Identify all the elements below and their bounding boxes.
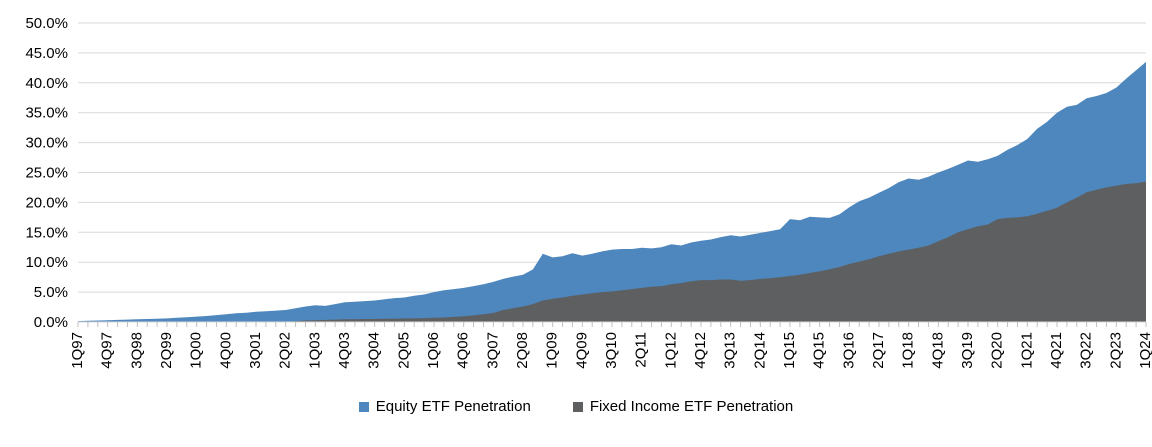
x-axis-tick-label: 3Q01 [247,332,264,369]
x-axis-tick-label: 2Q23 [1107,332,1124,369]
x-axis-tick-label: 2Q14 [751,332,768,369]
x-axis-tick-label: 3Q98 [128,332,145,369]
x-axis-tick-label: 3Q10 [603,332,620,369]
y-axis-tick-label: 20.0% [25,194,68,211]
x-axis-tick-label: 3Q07 [484,332,501,369]
y-axis-tick-label: 0.0% [34,314,68,331]
x-axis-tick-label: 4Q09 [573,332,590,369]
x-axis-tick-label: 2Q05 [395,332,412,369]
x-axis-tick-label: 3Q19 [959,332,976,369]
x-axis-tick-label: 1Q00 [188,332,205,369]
x-axis-tick-label: 4Q18 [929,332,946,369]
fixed-income-area-series [78,181,1146,322]
x-axis-tick-label: 3Q22 [1078,332,1095,369]
x-axis-tick-label: 4Q12 [692,332,709,369]
x-axis-tick-label: 3Q13 [722,332,739,369]
y-axis-tick-label: 10.0% [25,254,68,271]
x-axis-tick-label: 3Q16 [840,332,857,369]
x-axis-tick-label: 2Q02 [277,332,294,369]
fixed-income-series-swatch-icon [572,401,583,412]
legend-item-fixed-income: Fixed Income ETF Penetration [572,398,794,415]
x-axis-tick-label: 2Q20 [989,332,1006,369]
y-axis-tick-label: 30.0% [25,135,68,152]
x-axis-tick-label: 4Q15 [811,332,828,369]
legend-item-equity: Equity ETF Penetration [358,398,531,415]
x-axis-tick-label: 1Q24 [1137,332,1152,369]
x-axis-tick-label: 1Q18 [900,332,917,369]
y-axis-tick-label: 25.0% [25,165,68,182]
x-axis-tick-label: 2Q99 [158,332,175,369]
x-axis-tick-label: 3Q04 [366,332,383,369]
x-axis-tick-label: 2Q08 [514,332,531,369]
x-axis-tick-label: 4Q03 [336,332,353,369]
equity-series-swatch-icon [358,401,369,412]
legend-label-equity: Equity ETF Penetration [375,398,531,415]
x-axis-tick-label: 4Q00 [217,332,234,369]
area-chart-canvas: 0.0% 5.0% 10.0% 15.0% 20.0% 25.0% 30.0% 35.0% 40… [25,15,1152,369]
x-axis-tick-label: 1Q09 [544,332,561,369]
x-axis-tick-label: 2Q17 [870,332,887,369]
x-axis-tick-label: 4Q21 [1048,332,1065,369]
y-axis-tick-label: 15.0% [25,224,68,241]
y-axis-tick-label: 5.0% [34,284,68,301]
x-axis-tick-label: 1Q15 [781,332,798,369]
y-axis-tick-label: 50.0% [25,15,68,32]
chart-legend: Equity ETF Penetration Fixed Income ETF … [0,399,1152,414]
y-axis-tick-label: 40.0% [25,75,68,92]
x-axis-tick-label: 1Q21 [1018,332,1035,369]
x-axis-tick-label: 4Q97 [99,332,116,369]
x-axis-tick-label: 1Q12 [662,332,679,369]
legend-label-fixed-income: Fixed Income ETF Penetration [589,398,794,415]
y-axis-tick-label: 45.0% [25,45,68,62]
x-axis-tick-label: 1Q97 [69,332,86,369]
x-axis-tick-label: 1Q06 [425,332,442,369]
x-axis-tick-label: 4Q06 [455,332,472,369]
x-axis-tick-label: 1Q03 [306,332,323,369]
x-axis-tick-label: 2Q11 [633,332,650,368]
y-axis-tick-label: 35.0% [25,105,68,122]
